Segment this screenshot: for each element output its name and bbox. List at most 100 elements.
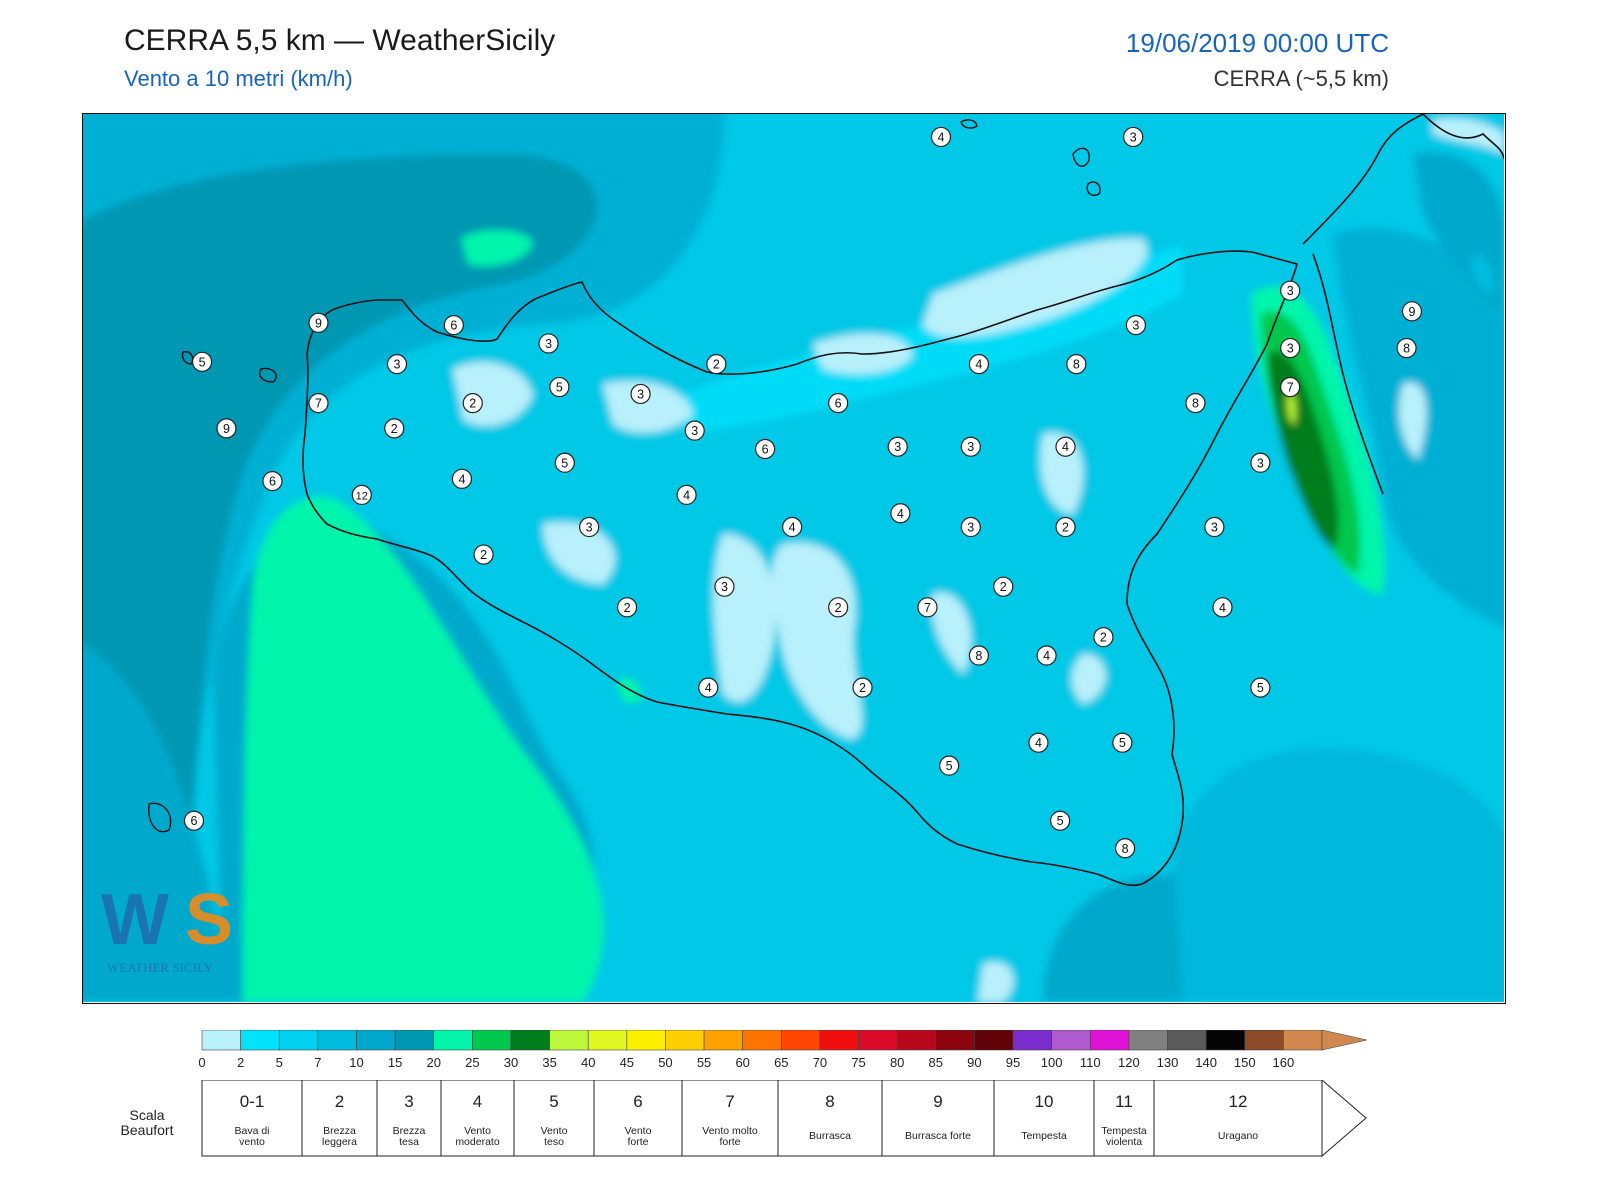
station-circle bbox=[754, 438, 776, 460]
station-circle bbox=[960, 516, 981, 538]
beaufort-cell bbox=[993, 1080, 1095, 1157]
beaufort-cell bbox=[513, 1080, 595, 1157]
station-marker: 8 bbox=[968, 645, 990, 666]
station-circle bbox=[1125, 315, 1146, 336]
colorbar-swatch bbox=[742, 1030, 782, 1051]
station-value: 2 bbox=[624, 601, 631, 615]
colorbar-swatch bbox=[201, 1030, 241, 1051]
station-marker: 6 bbox=[443, 315, 464, 336]
colorbar-swatch bbox=[1012, 1030, 1052, 1051]
station-value: 5 bbox=[1257, 681, 1264, 695]
station-marker: 3 bbox=[538, 333, 559, 354]
station-marker: 4 bbox=[698, 677, 719, 698]
station-value: 2 bbox=[859, 681, 866, 695]
station-circle bbox=[1396, 337, 1417, 359]
beaufort-arrow bbox=[1321, 1080, 1367, 1158]
station-circle bbox=[968, 645, 990, 666]
colorbar-tick-label: 60 bbox=[735, 1055, 749, 1070]
station-value: 2 bbox=[713, 358, 720, 372]
colorbar-swatch bbox=[394, 1030, 435, 1051]
station-value: 4 bbox=[1035, 736, 1042, 750]
station-value: 2 bbox=[469, 397, 476, 411]
station-marker: 8 bbox=[1066, 354, 1087, 375]
station-value: 4 bbox=[683, 488, 690, 502]
beaufort-name: Tempesta violenta bbox=[1101, 1125, 1147, 1148]
station-circle bbox=[216, 418, 237, 439]
station-marker: 3 bbox=[684, 420, 705, 441]
colorbar-swatch bbox=[433, 1030, 473, 1051]
beaufort-cell bbox=[1153, 1080, 1323, 1157]
colorbar-tick-label: 90 bbox=[967, 1055, 981, 1070]
station-circle bbox=[939, 755, 960, 776]
beaufort-number: 9 bbox=[933, 1092, 942, 1111]
colorbar-tick-label: 40 bbox=[581, 1055, 595, 1070]
colorbar-tick-label: 45 bbox=[620, 1055, 634, 1070]
station-marker: 6 bbox=[183, 810, 205, 831]
station-circle bbox=[386, 354, 408, 375]
colorbar-tick-label: 7 bbox=[314, 1055, 321, 1070]
colorbar-tick-label: 35 bbox=[542, 1055, 556, 1070]
logo-text: WEATHER SICILY bbox=[107, 960, 214, 975]
station-marker: 3 bbox=[1204, 516, 1225, 538]
colorbar-swatch bbox=[472, 1030, 512, 1051]
station-marker: 7 bbox=[308, 393, 329, 414]
station-value: 5 bbox=[1119, 736, 1126, 750]
station-value: 7 bbox=[315, 397, 322, 411]
colorbar-swatch bbox=[1128, 1030, 1168, 1051]
pantelleria bbox=[148, 802, 172, 833]
beaufort-class: 8 Burrasca bbox=[777, 1080, 883, 1157]
colorbar-tick-label: 70 bbox=[813, 1055, 827, 1070]
beaufort-name: Vento molto forte bbox=[702, 1125, 758, 1148]
station-value: 3 bbox=[721, 580, 728, 594]
beaufort-name: Burrasca forte bbox=[905, 1130, 971, 1142]
station-marker: 4 bbox=[968, 354, 990, 375]
beaufort-name: Tempesta bbox=[1021, 1130, 1067, 1142]
station-value: 3 bbox=[1130, 130, 1137, 144]
station-value: 4 bbox=[705, 681, 712, 695]
colorbar-tick-label: 15 bbox=[388, 1055, 402, 1070]
station-value: 4 bbox=[1043, 649, 1050, 663]
station-marker: 6 bbox=[262, 471, 283, 492]
colorbar-tick-label: 80 bbox=[890, 1055, 904, 1070]
station-circle bbox=[1050, 810, 1071, 831]
colorbar-swatch bbox=[858, 1030, 898, 1051]
station-marker: 2 bbox=[706, 354, 727, 375]
station-circle bbox=[828, 597, 849, 618]
station-marker: 5 bbox=[549, 376, 570, 398]
station-marker: 9 bbox=[1401, 301, 1423, 322]
beaufort-cell bbox=[1093, 1080, 1155, 1157]
station-marker: 4 bbox=[1055, 436, 1076, 457]
colorbar-swatch bbox=[549, 1030, 589, 1051]
colorbar-swatch bbox=[317, 1030, 357, 1051]
station-value: 6 bbox=[450, 319, 457, 333]
model-label: CERRA (~5,5 km) bbox=[1213, 66, 1389, 91]
colorbar-swatch bbox=[626, 1030, 666, 1051]
station-circle bbox=[1280, 376, 1301, 398]
colorbar-tick-label: 95 bbox=[1006, 1055, 1020, 1070]
colorbar-tick-label: 85 bbox=[929, 1055, 943, 1070]
station-circle bbox=[549, 376, 570, 398]
colorbar-tick-label: 110 bbox=[1080, 1055, 1101, 1070]
station-value: 4 bbox=[1062, 440, 1069, 454]
station-value: 3 bbox=[586, 521, 593, 535]
station-marker: 12 bbox=[351, 484, 372, 505]
station-circle bbox=[1028, 732, 1049, 753]
colorbar-swatch bbox=[819, 1030, 859, 1051]
station-circle bbox=[714, 576, 735, 597]
aeolian-island bbox=[1072, 147, 1090, 167]
station-value: 3 bbox=[894, 440, 901, 454]
station-circle bbox=[676, 484, 697, 505]
colorbar-swatch bbox=[587, 1030, 628, 1051]
beaufort-number: 8 bbox=[825, 1092, 834, 1111]
station-value: 9 bbox=[315, 316, 322, 330]
station-value: 3 bbox=[1132, 319, 1139, 333]
station-marker: 3 bbox=[960, 516, 981, 538]
station-value: 3 bbox=[1287, 284, 1294, 298]
station-circle bbox=[1093, 627, 1114, 648]
station-circle bbox=[706, 354, 727, 375]
beaufort-scale: 0-1 Bava di vento 2 Brezza leggera 3 Brezza tesa… bbox=[201, 1080, 1367, 1158]
beaufort-name: Vento teso bbox=[541, 1125, 568, 1148]
station-marker: 3 bbox=[887, 436, 908, 457]
station-value: 8 bbox=[1122, 842, 1129, 856]
station-circle bbox=[462, 393, 483, 414]
